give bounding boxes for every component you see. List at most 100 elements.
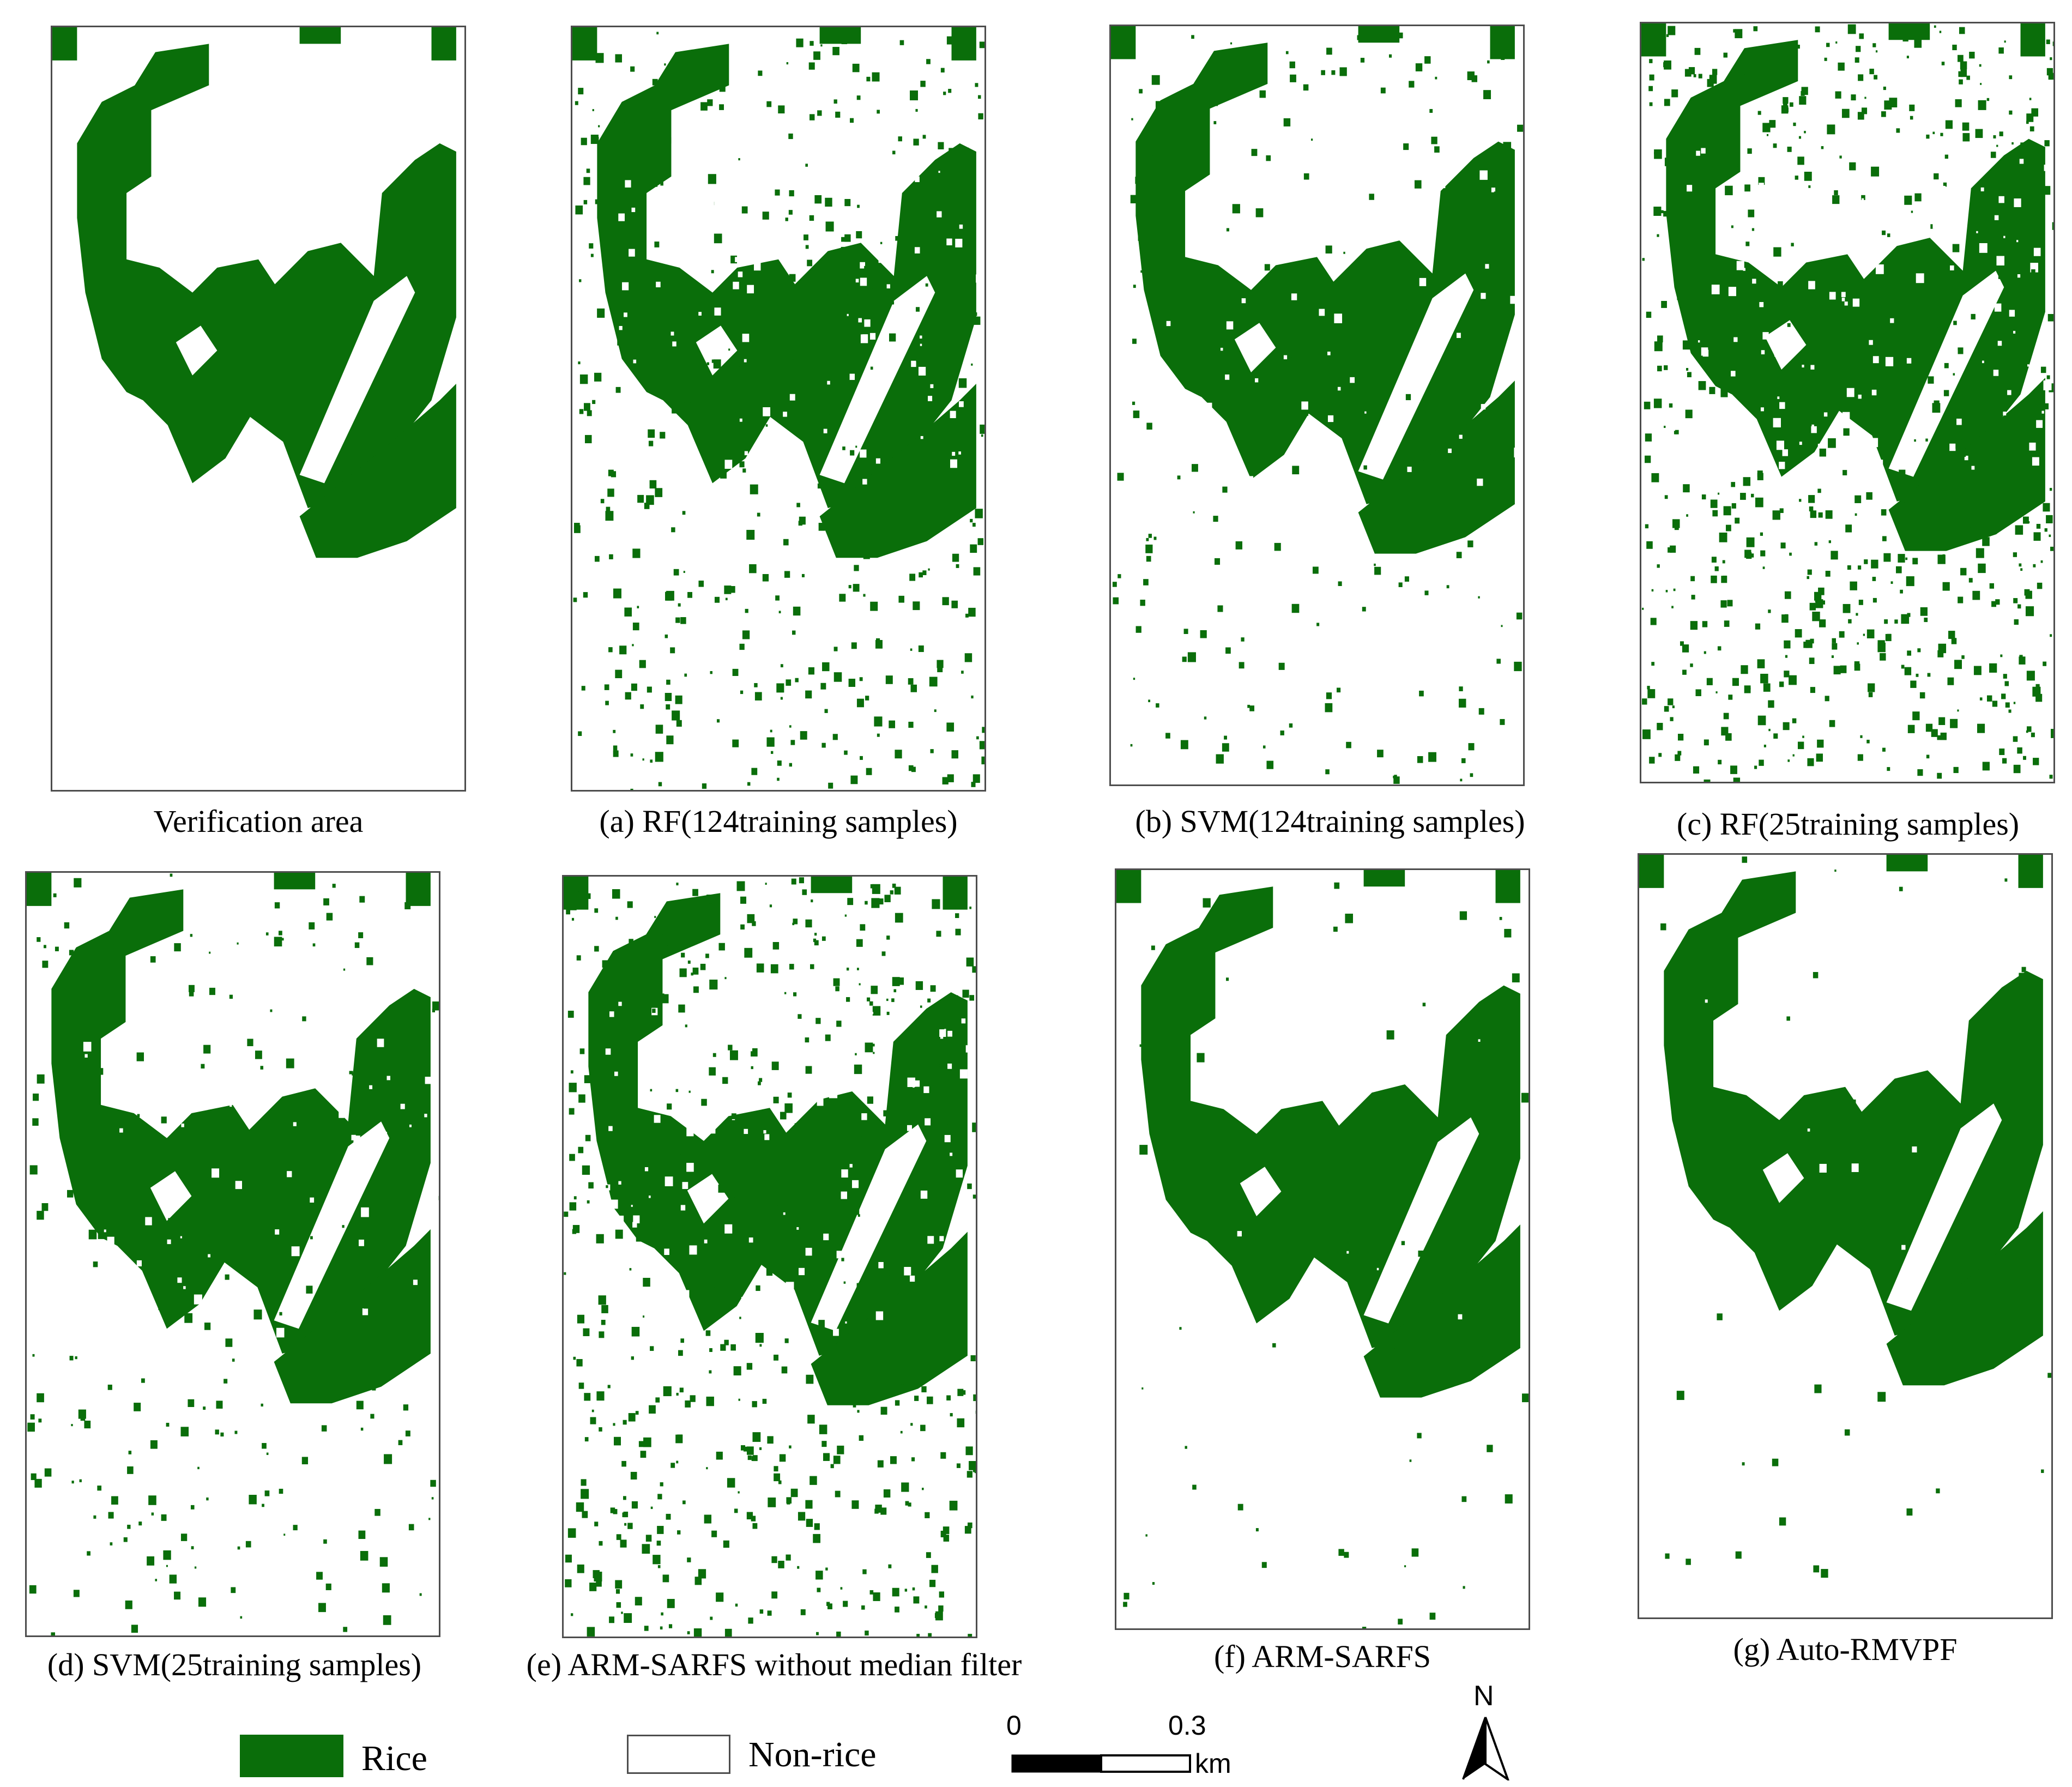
noise-pixel	[632, 548, 641, 558]
noise-pixel	[757, 512, 760, 517]
noise-pixel	[778, 1560, 784, 1568]
noise-pixel	[1404, 576, 1409, 582]
noise-pixel	[700, 963, 706, 970]
noise-pixel	[2049, 487, 2052, 491]
noise-pixel	[94, 992, 98, 996]
noise-pixel	[747, 285, 754, 294]
noise-pixel	[613, 729, 616, 733]
noise-pixel	[343, 968, 346, 971]
noise-pixel	[419, 1593, 422, 1596]
noise-pixel	[650, 1506, 653, 1510]
noise-pixel	[1976, 231, 1978, 233]
noise-pixel	[2046, 39, 2050, 44]
noise-pixel	[93, 1261, 98, 1267]
noise-pixel	[627, 1523, 633, 1529]
noise-pixel	[827, 381, 830, 385]
noise-pixel	[1417, 1433, 1422, 1439]
noise-pixel	[1651, 589, 1654, 591]
noise-pixel	[640, 704, 644, 709]
noise-pixel	[687, 196, 693, 204]
noise-pixel	[675, 695, 682, 704]
noise-pixel	[859, 677, 863, 681]
noise-pixel	[286, 1058, 294, 1068]
noise-pixel	[1834, 870, 1837, 872]
noise-pixel	[885, 1234, 891, 1241]
noise-pixel	[653, 1048, 657, 1053]
noise-pixel	[2019, 973, 2026, 981]
non-rice-gap	[819, 276, 935, 484]
noise-pixel	[1793, 122, 1796, 126]
noise-pixel	[771, 1556, 777, 1563]
noise-pixel	[42, 961, 49, 968]
noise-pixel	[247, 1039, 253, 1047]
noise-pixel	[771, 1061, 779, 1070]
noise-pixel	[1516, 612, 1523, 620]
noise-pixel	[575, 101, 578, 105]
noise-pixel	[1731, 482, 1736, 487]
noise-pixel	[2003, 674, 2007, 679]
noise-pixel	[925, 1512, 930, 1518]
noise-pixel	[1889, 98, 1898, 107]
noise-pixel	[1264, 264, 1270, 271]
noise-pixel	[1810, 638, 1814, 644]
noise-pixel	[1695, 263, 1703, 272]
noise-pixel	[383, 1615, 391, 1625]
caption-a: (a) RF(124training samples)	[599, 804, 958, 839]
noise-pixel	[783, 539, 789, 546]
noise-pixel	[813, 51, 820, 60]
noise-pixel	[1872, 597, 1877, 603]
noise-pixel	[682, 1500, 686, 1505]
noise-pixel	[821, 1441, 827, 1447]
noise-pixel	[1890, 581, 1893, 584]
noise-pixel	[1882, 230, 1886, 236]
noise-pixel	[343, 1627, 348, 1632]
noise-pixel	[1811, 424, 1814, 428]
noise-pixel	[672, 710, 680, 721]
noise-pixel	[856, 231, 862, 239]
noise-pixel	[983, 405, 984, 411]
noise-pixel	[957, 1418, 965, 1428]
noise-pixel	[1735, 1551, 1742, 1559]
noise-pixel	[808, 62, 815, 70]
noise-pixel	[1999, 131, 2003, 136]
noise-pixel	[1778, 281, 1783, 288]
noise-pixel	[661, 1612, 663, 1616]
noise-pixel	[583, 1328, 590, 1336]
noise-pixel	[571, 917, 575, 921]
noise-pixel	[1986, 695, 1992, 702]
noise-pixel	[1369, 194, 1374, 200]
noise-pixel	[1925, 438, 1928, 442]
noise-pixel	[634, 957, 640, 964]
noise-pixel	[642, 758, 644, 761]
noise-pixel	[657, 1565, 661, 1568]
noise-pixel	[777, 777, 780, 781]
noise-pixel	[1657, 564, 1660, 568]
noise-pixel	[975, 509, 983, 518]
noise-pixel	[890, 1456, 897, 1464]
noise-pixel	[672, 341, 676, 347]
noise-pixel	[1733, 29, 1736, 33]
noise-pixel	[620, 1540, 627, 1548]
noise-pixel	[1357, 35, 1362, 40]
noise-pixel	[1825, 696, 1829, 702]
noise-pixel	[798, 1267, 805, 1276]
noise-pixel	[2023, 354, 2029, 361]
noise-pixel	[744, 947, 753, 958]
noise-pixel	[1744, 550, 1751, 558]
noise-pixel	[2041, 1469, 2044, 1473]
noise-pixel	[752, 1455, 758, 1462]
noise-pixel	[1350, 377, 1355, 383]
noise-pixel	[1409, 81, 1415, 88]
noise-pixel	[1757, 715, 1766, 726]
rice-patch	[52, 27, 77, 61]
noise-pixel	[923, 1086, 929, 1094]
noise-pixel	[1982, 297, 1988, 305]
noise-pixel	[978, 95, 981, 99]
noise-pixel	[1303, 84, 1309, 91]
noise-pixel	[1185, 1446, 1187, 1449]
noise-pixel	[929, 1579, 936, 1587]
noise-pixel	[846, 967, 849, 971]
noise-pixel	[700, 102, 708, 111]
noise-pixel	[861, 1136, 865, 1139]
noise-pixel	[956, 1463, 961, 1468]
